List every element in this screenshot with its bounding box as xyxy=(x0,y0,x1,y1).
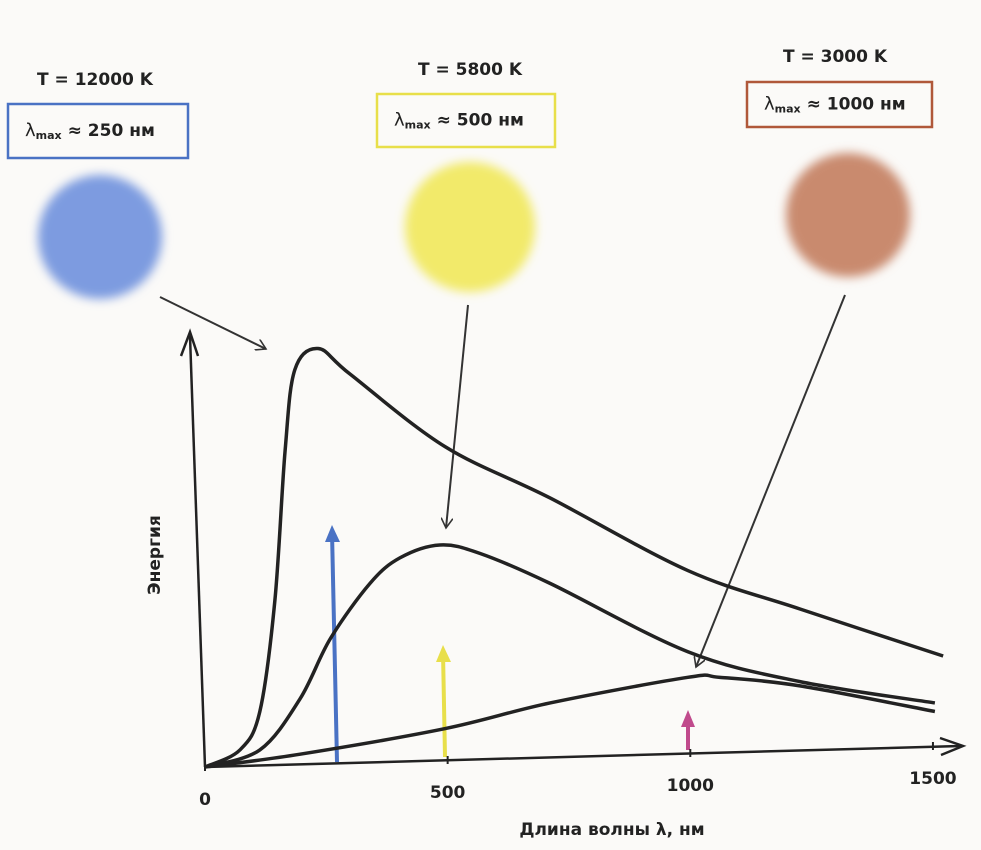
x-axis xyxy=(204,744,961,769)
y-axis-label: Энергия xyxy=(145,515,165,595)
x-tick-label: 0 xyxy=(199,790,211,810)
temperature-label: T = 3000 K xyxy=(783,47,888,67)
curves xyxy=(204,346,944,769)
peak-marker-head xyxy=(681,710,695,727)
star xyxy=(405,162,535,292)
x-tick-label: 500 xyxy=(430,783,466,803)
x-tick-label: 1000 xyxy=(667,776,714,796)
peak-label-lambda: λ xyxy=(25,120,36,141)
pointer-arrows xyxy=(159,294,846,667)
peak-label-peak: ≈ 1000 нм xyxy=(807,95,906,115)
temperature-label: T = 12000 K xyxy=(37,70,154,90)
peak-label: λmax ≈ 1000 нм xyxy=(764,94,906,116)
peak-label: λmax ≈ 500 нм xyxy=(394,110,524,132)
peak-label-lambda: λ xyxy=(764,94,775,115)
pointer-arrow xyxy=(696,294,846,667)
peak-label-sub: max xyxy=(405,119,431,132)
peak-label-lambda: λ xyxy=(394,110,405,131)
curve xyxy=(204,673,936,769)
curve xyxy=(204,346,944,769)
x-axis-arrow xyxy=(939,736,967,757)
peak-marker xyxy=(441,651,447,758)
x-tick-label: 1500 xyxy=(909,769,956,789)
peak-box xyxy=(6,102,190,160)
star xyxy=(38,175,162,299)
peak-markers xyxy=(325,525,695,763)
x-axis-label: Длина волны λ, нм xyxy=(519,820,704,840)
temperature-label: T = 5800 K xyxy=(418,60,523,80)
peak-label-peak: ≈ 250 нм xyxy=(68,121,155,141)
pointer-arrow xyxy=(159,296,266,349)
axes xyxy=(179,328,967,769)
y-axis xyxy=(188,335,207,768)
peak-box xyxy=(375,92,557,149)
peak-box xyxy=(745,80,934,129)
y-axis-arrow xyxy=(179,328,200,357)
peak-label-peak: ≈ 500 нм xyxy=(437,111,524,131)
peak-marker-head xyxy=(325,525,340,542)
peak-label: λmax ≈ 250 нм xyxy=(25,120,155,142)
star xyxy=(786,153,910,277)
pointer-arrow xyxy=(446,304,469,528)
peak-label-sub: max xyxy=(36,129,62,142)
curve xyxy=(204,543,936,769)
peak-marker-head xyxy=(436,645,451,662)
peak-label-sub: max xyxy=(775,103,801,116)
peak-marker xyxy=(330,531,339,763)
